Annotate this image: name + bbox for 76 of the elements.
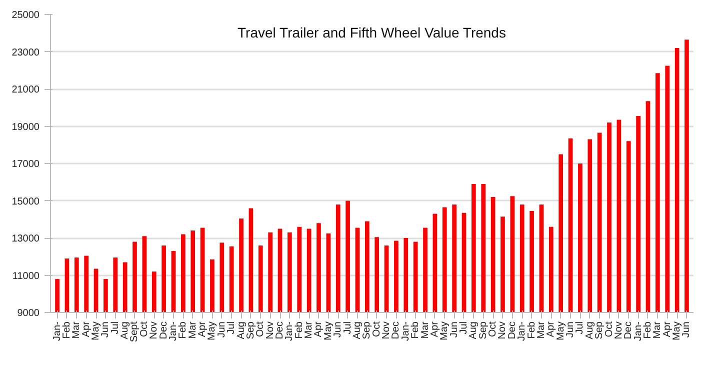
- x-tick-label: Feb: [410, 321, 422, 339]
- x-tick-label: Dec: [623, 321, 634, 340]
- x-tick-label: May: [555, 321, 566, 340]
- x-tick-label: Apr: [80, 320, 92, 338]
- y-tick-label: 11000: [12, 270, 40, 282]
- x-tick-label: May: [439, 321, 450, 340]
- x-tick-label: Mar: [187, 320, 198, 339]
- x-tick-label: Oct: [255, 321, 266, 338]
- y-tick-label: 21000: [12, 84, 40, 96]
- x-tick-label: Jul: [226, 321, 238, 334]
- y-tick-label: 15000: [12, 196, 40, 208]
- x-tick-label: Nov: [613, 321, 624, 340]
- x-tick-label: Sep: [245, 321, 256, 340]
- x-tick-label: Jun: [216, 322, 228, 338]
- y-tick-label: 25000: [12, 10, 40, 21]
- x-tick-label: Jun: [681, 322, 692, 338]
- x-tick-label: May: [206, 321, 218, 340]
- x-tick-label: Feb: [178, 321, 189, 339]
- x-tick-label: Dec: [506, 321, 518, 340]
- x-tick-label: May: [90, 321, 102, 340]
- x-tick-label: Feb: [526, 321, 538, 339]
- x-tick-label: Jan-: [400, 322, 412, 341]
- y-tick-label: 17000: [12, 159, 40, 170]
- x-tick-label: Nov: [497, 321, 508, 340]
- x-tick-label: Feb: [642, 321, 654, 339]
- x-tick-label: Jan-: [52, 322, 63, 341]
- x-tick-label: Jul: [458, 321, 470, 334]
- x-tick-label: Sep: [594, 321, 606, 340]
- x-tick-label: Oct: [604, 321, 615, 338]
- x-tick-label: Aug: [120, 321, 131, 340]
- x-tick-label: Jun: [565, 322, 576, 338]
- x-tick-label: Apr: [313, 320, 324, 338]
- x-tick-label: Feb: [61, 321, 72, 339]
- x-tick-label: Apr: [546, 320, 557, 338]
- x-tick-label: Aug: [584, 321, 596, 340]
- x-tick-label: Dec: [390, 321, 402, 340]
- x-tick-label: Oct: [488, 321, 499, 338]
- x-tick-label: Jul: [342, 321, 354, 334]
- x-tick-label: Apr: [197, 320, 208, 338]
- x-tick-label: Jan-: [168, 322, 179, 341]
- x-tick-label: Mar: [304, 320, 315, 339]
- x-tick-label: Aug: [236, 321, 247, 340]
- x-tick-label: Sep: [362, 321, 373, 340]
- x-tick-label: Jan-: [632, 322, 644, 341]
- x-tick-label: Jan-: [516, 322, 528, 341]
- x-tick-label: Sep: [478, 321, 489, 340]
- x-tick-label: Mar: [71, 320, 82, 339]
- x-tick-label: Jan-: [284, 322, 296, 341]
- x-tick-label: Mar: [420, 320, 431, 339]
- x-tick-label: Feb: [294, 321, 305, 339]
- x-tick-label: May: [322, 321, 334, 340]
- x-tick-label: Jul: [574, 321, 586, 334]
- x-tick-label: May: [672, 321, 683, 340]
- x-tick-label: Jun: [332, 322, 344, 338]
- y-tick-label: 13000: [12, 234, 40, 244]
- x-tick-label: Jul: [110, 321, 121, 334]
- x-tick-label: Jun: [448, 322, 460, 338]
- x-tick-label: Dec: [274, 321, 286, 340]
- y-tick-label: 9000: [17, 308, 40, 319]
- y-tick-label: 23000: [12, 47, 40, 58]
- x-tick-label: Apr: [429, 320, 440, 338]
- x-tick-label: Aug: [352, 321, 363, 340]
- x-tick-label: Dec: [158, 321, 170, 340]
- x-tick-label: Oct: [138, 321, 150, 338]
- text: Travel Trailer and Fifth Wheel Value Trends: [238, 24, 506, 40]
- x-tick-label: Aug: [468, 321, 480, 340]
- x-tick-label: Oct: [371, 321, 382, 338]
- x-tick-label: Nov: [381, 321, 392, 340]
- x-tick-label: Mar: [536, 320, 547, 339]
- x-tick-label: Mar: [652, 320, 664, 339]
- x-tick-label: Nov: [264, 321, 276, 340]
- x-tick-label: Sept: [129, 321, 140, 342]
- x-tick-label: Apr: [662, 320, 673, 338]
- x-tick-label: Jun: [100, 322, 112, 338]
- y-tick-label: 19000: [12, 122, 40, 133]
- x-tick-label: Nov: [148, 321, 160, 340]
